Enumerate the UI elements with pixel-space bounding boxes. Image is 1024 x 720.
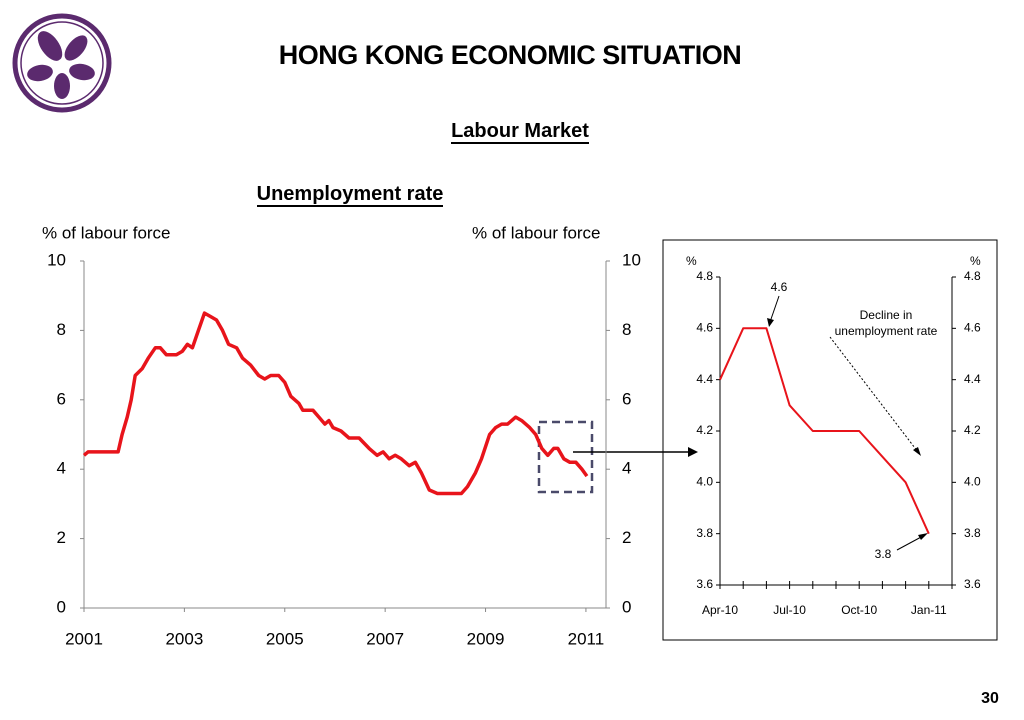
x-tick-label: Jul-10: [773, 603, 806, 617]
y2-tick-label: 8: [622, 320, 631, 339]
y2-axis-label: % of labour force: [472, 223, 601, 242]
y2-tick-label: 4.0: [964, 475, 981, 489]
arrow-head: [688, 447, 698, 457]
y2-tick-label: 4.4: [964, 372, 981, 386]
y2-tick-label: 0: [622, 597, 631, 616]
x-tick-label: 2005: [266, 629, 304, 648]
y-axis-label: % of labour force: [42, 223, 171, 242]
y-tick-label: 6: [57, 389, 66, 408]
y2-tick-label: 6: [622, 389, 631, 408]
x-tick-label: 2007: [366, 629, 404, 648]
line-series: [719, 327, 930, 535]
y-tick-label: 8: [57, 320, 66, 339]
inset-frame: [662, 239, 998, 641]
y2-tick-label: 10: [622, 250, 641, 269]
x-tick-label: Oct-10: [841, 603, 877, 617]
y-tick-label: 3.8: [696, 526, 713, 540]
annotation-arrow: [769, 295, 780, 323]
page-number: 30: [981, 690, 999, 707]
arrow-head: [767, 318, 774, 327]
y-tick-label: 4.2: [696, 423, 713, 437]
annotation-arrow: [829, 336, 919, 453]
y-axis-label: %: [686, 254, 697, 268]
y-tick-label: 4.6: [696, 321, 713, 335]
logo: [12, 13, 112, 113]
chart-title: Unemployment rate: [256, 183, 444, 207]
y-tick-label: 2: [57, 528, 66, 547]
line-series: [82, 311, 589, 496]
y2-tick-label: 4.2: [964, 423, 981, 437]
annotation: 3.8: [875, 547, 892, 561]
y-tick-label: 3.6: [696, 577, 713, 591]
y2-tick-label: 4: [622, 459, 631, 478]
x-tick-label: 2011: [568, 629, 605, 648]
arrow-head: [918, 533, 928, 540]
y-tick-label: 4: [57, 459, 66, 478]
x-tick-label: 2003: [165, 629, 203, 648]
highlight-box: [537, 420, 594, 494]
y-tick-label: 4.8: [696, 269, 713, 283]
y2-tick-label: 3.8: [964, 526, 981, 540]
arrow-head: [913, 447, 921, 456]
x-tick-label: Apr-10: [702, 603, 738, 617]
annotation-arrow: [896, 535, 924, 551]
y2-tick-label: 4.6: [964, 321, 981, 335]
x-tick-label: 2009: [467, 629, 505, 648]
x-tick-label: Jan-11: [911, 603, 947, 617]
x-tick-label: 2001: [65, 629, 103, 648]
section-title: Labour Market: [451, 120, 589, 144]
annotation: 4.6: [771, 280, 788, 294]
y-tick-label: 0: [57, 597, 66, 616]
y2-tick-label: 3.6: [964, 577, 981, 591]
y-tick-label: 10: [47, 250, 66, 269]
y2-tick-label: 2: [622, 528, 631, 547]
y2-axis-label: %: [970, 254, 981, 268]
y-tick-label: 4.0: [696, 475, 713, 489]
y2-tick-label: 4.8: [964, 269, 981, 283]
y-tick-label: 4.4: [696, 372, 713, 386]
annotation: Decline in unemployment rate: [834, 308, 938, 338]
slide-title: HONG KONG ECONOMIC SITUATION: [278, 40, 742, 70]
